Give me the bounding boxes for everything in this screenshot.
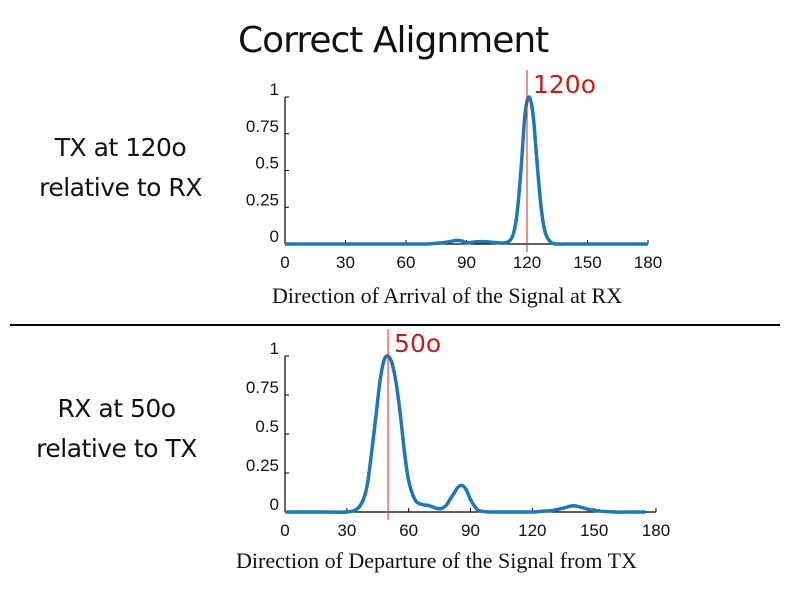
y-tick-label: 0 <box>270 495 279 514</box>
x-tick-label: 180 <box>642 521 670 540</box>
series-line <box>284 354 646 514</box>
y-tick-label: 0.25 <box>246 190 279 209</box>
plot1-side-label-line1: TX at 120o <box>54 133 187 162</box>
x-tick-label: 30 <box>337 521 356 540</box>
x-tick-label: 150 <box>580 521 608 540</box>
x-tick-label: 180 <box>634 253 662 272</box>
x-tick-label: 120 <box>518 521 546 540</box>
y-tick-label: 0.5 <box>255 154 279 173</box>
x-tick-label: 120 <box>513 253 541 272</box>
x-tick-label: 30 <box>336 253 355 272</box>
y-tick-label: 0.75 <box>246 117 279 136</box>
y-tick-label: 0 <box>270 227 279 246</box>
y-tick-label: 1 <box>270 339 279 358</box>
plot2-xlabel: Direction of Departure of the Signal fro… <box>236 548 637 573</box>
x-tick-label: 0 <box>280 253 289 272</box>
plot2-side-label-line1: RX at 50o <box>57 394 176 423</box>
x-tick-label: 150 <box>573 253 601 272</box>
y-tick-label: 1 <box>270 80 279 99</box>
x-tick-label: 60 <box>397 253 416 272</box>
plot2-side-label: RX at 50o relative to TX <box>14 389 219 469</box>
y-tick-label: 0.25 <box>246 456 279 475</box>
x-tick-label: 60 <box>399 521 418 540</box>
plot1-side-label: TX at 120o relative to RX <box>18 128 223 208</box>
plot1-xlabel: Direction of Arrival of the Signal at RX <box>272 283 623 308</box>
x-tick-label: 90 <box>457 253 476 272</box>
x-tick-label: 90 <box>461 521 480 540</box>
section-divider <box>10 324 780 326</box>
marker-label: 50o <box>394 329 441 358</box>
plot2-side-label-line2: relative to TX <box>36 434 197 463</box>
marker-label: 120o <box>533 70 596 99</box>
page-title: Correct Alignment <box>238 20 549 61</box>
y-tick-label: 0.75 <box>246 378 279 397</box>
x-tick-label: 0 <box>280 521 289 540</box>
chart-2: 0 0.25 0.5 0.75 1 0 30 60 90 120 150 180 50o <box>246 329 670 540</box>
chart-1: 0 0.25 0.5 0.75 1 0 30 60 90 120 150 180 120o <box>246 70 662 272</box>
y-tick-label: 0.5 <box>255 417 279 436</box>
plot1-side-label-line2: relative to RX <box>39 173 202 202</box>
series-line <box>285 95 648 246</box>
